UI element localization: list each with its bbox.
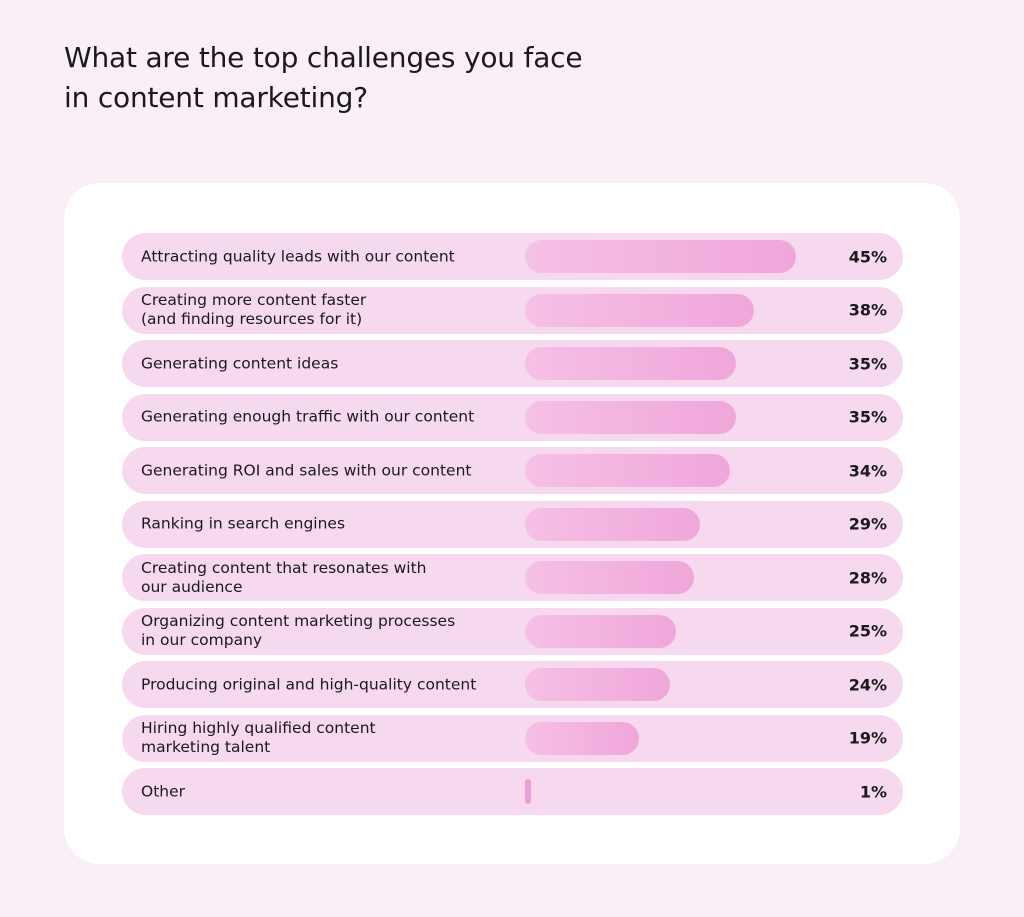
bar-row: Other 1% — [122, 768, 903, 815]
value-label: 24% — [848, 675, 887, 694]
category-label: Other — [141, 782, 186, 800]
bar — [525, 614, 676, 648]
value-label: 19% — [848, 728, 887, 748]
category-label: Ranking in search engines — [141, 514, 346, 533]
category-label: Attracting quality leads with our conten… — [141, 247, 455, 265]
bar — [525, 779, 531, 804]
value-label: 28% — [848, 568, 887, 587]
category-label: Creating content that resonates with our… — [141, 558, 427, 596]
bar-track — [525, 507, 796, 541]
value-label: 34% — [848, 461, 887, 480]
category-label: Creating more content faster (and findin… — [141, 291, 367, 328]
bar-track — [525, 721, 796, 755]
value-label: 29% — [848, 514, 887, 534]
value-label: 35% — [848, 407, 887, 427]
category-label: Generating enough traffic with our conte… — [141, 407, 475, 426]
bar — [525, 240, 796, 273]
bar-track — [525, 775, 796, 808]
bar-row: Creating more content faster (and findin… — [122, 286, 903, 334]
chart-card: Attracting quality leads with our conten… — [64, 183, 960, 864]
bar-track — [525, 454, 796, 487]
category-label: Organizing content marketing processes i… — [141, 612, 456, 649]
bar — [525, 347, 736, 380]
bar-track — [525, 400, 796, 434]
category-label: Hiring highly qualified content marketin… — [141, 719, 376, 756]
bar — [525, 454, 730, 487]
category-label: Generating content ideas — [141, 354, 339, 372]
chart-title: What are the top challenges you face in … — [64, 41, 583, 114]
value-label: 1% — [859, 782, 887, 801]
value-label: 25% — [848, 621, 887, 641]
bar-track — [525, 240, 796, 273]
bar-row: Producing original and high-quality cont… — [122, 661, 903, 708]
bar — [525, 561, 694, 594]
bar-row: Creating content that resonates with our… — [122, 554, 903, 601]
category-label: Generating ROI and sales with our conten… — [141, 461, 472, 479]
value-label: 45% — [848, 247, 887, 266]
bar-track — [525, 561, 796, 594]
bar-track — [525, 614, 796, 648]
bar-row: Generating ROI and sales with our conten… — [122, 447, 903, 494]
bar — [525, 507, 700, 541]
bar-row: Ranking in search engines 29% — [122, 500, 903, 548]
value-label: 38% — [848, 300, 887, 320]
bar-row: Generating enough traffic with our conte… — [122, 393, 903, 441]
bar-row: Generating content ideas 35% — [122, 340, 903, 387]
bar — [525, 668, 670, 701]
bar-row: Hiring highly qualified content marketin… — [122, 714, 903, 762]
bar — [525, 293, 754, 327]
bar-track — [525, 347, 796, 380]
bar — [525, 400, 736, 434]
bar-rows: Attracting quality leads with our conten… — [122, 233, 903, 822]
value-label: 35% — [848, 354, 887, 373]
bar-track — [525, 293, 796, 327]
bar-row: Organizing content marketing processes i… — [122, 607, 903, 655]
bar-track — [525, 668, 796, 701]
bar — [525, 721, 639, 755]
category-label: Producing original and high-quality cont… — [141, 675, 477, 693]
bar-row: Attracting quality leads with our conten… — [122, 233, 903, 280]
